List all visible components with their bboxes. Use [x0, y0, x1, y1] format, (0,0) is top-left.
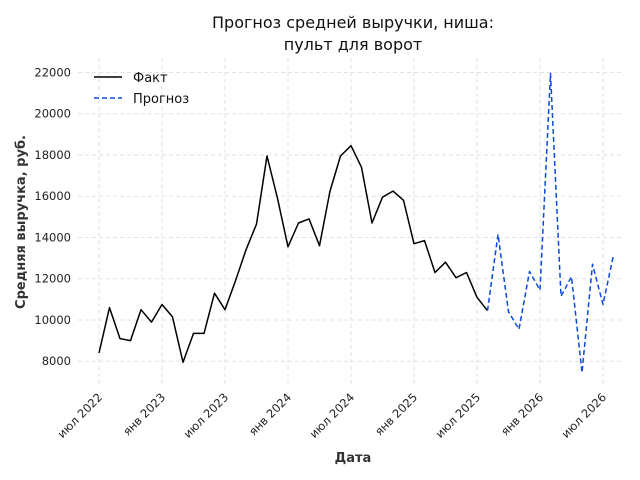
- y-tick-label: 16000: [34, 189, 71, 203]
- chart-title-line-2: пульт для ворот: [284, 35, 422, 54]
- chart-title-line-1: Прогноз средней выручки, ниша:: [212, 13, 494, 32]
- x-tick-label: янв 2023: [120, 390, 168, 438]
- x-tick-label: янв 2026: [498, 390, 546, 438]
- x-tick-label: июл 2022: [55, 390, 106, 441]
- x-tick-label: июл 2023: [181, 390, 232, 441]
- series-layer: [98, 72, 615, 374]
- legend-label-forecast: Прогноз: [133, 92, 189, 107]
- series-line-forecast: [486, 72, 615, 374]
- series-line-fact: [98, 144, 489, 364]
- y-axis-label: Средняя выручка, руб.: [14, 135, 29, 309]
- x-tick-label: янв 2025: [372, 390, 420, 438]
- x-axis-label: Дата: [335, 451, 372, 466]
- y-tick-label: 22000: [34, 65, 71, 79]
- y-tick-label: 18000: [34, 148, 71, 162]
- x-axis-ticks: июл 2022 янв 2023 июл 2023 янв 2024 июл 2024…: [55, 390, 610, 441]
- x-tick-label: янв 2024: [246, 390, 294, 438]
- x-tick-label: июл 2024: [307, 390, 358, 441]
- y-axis-ticks: 8000 10000 12000 14000 16000 18000 20000 22000: [34, 65, 71, 368]
- y-tick-label: 20000: [34, 107, 71, 121]
- legend-label-fact: Факт: [133, 71, 168, 86]
- y-tick-label: 14000: [34, 230, 71, 244]
- legend: Факт Прогноз: [94, 71, 189, 107]
- y-tick-label: 10000: [34, 313, 71, 327]
- x-tick-label: июл 2025: [433, 390, 484, 441]
- y-tick-label: 12000: [34, 272, 71, 286]
- grid-layer: [78, 58, 624, 386]
- x-tick-label: июл 2026: [559, 390, 610, 441]
- y-tick-label: 8000: [42, 354, 71, 368]
